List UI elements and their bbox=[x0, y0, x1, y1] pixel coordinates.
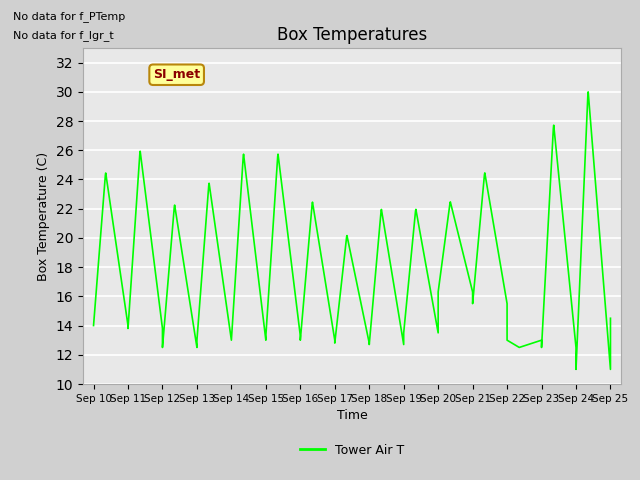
Legend: Tower Air T: Tower Air T bbox=[295, 439, 409, 462]
Y-axis label: Box Temperature (C): Box Temperature (C) bbox=[37, 151, 50, 281]
Title: Box Temperatures: Box Temperatures bbox=[277, 25, 427, 44]
Text: SI_met: SI_met bbox=[153, 68, 200, 81]
Text: No data for f_lgr_t: No data for f_lgr_t bbox=[13, 30, 113, 41]
Text: No data for f_PTemp: No data for f_PTemp bbox=[13, 11, 125, 22]
X-axis label: Time: Time bbox=[337, 409, 367, 422]
